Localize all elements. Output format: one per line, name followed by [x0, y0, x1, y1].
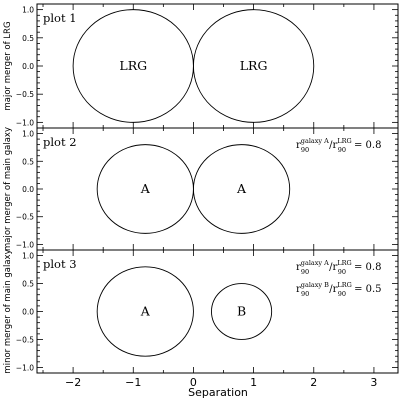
panel-title: plot 2 [43, 135, 77, 149]
y-axis-label: major merger of main galaxy [3, 127, 13, 251]
y-tick-label: 0.5 [22, 34, 34, 43]
y-axis-label: major merger of LRG [3, 21, 13, 110]
radius-ratio-annotation: rgalaxy A 90/rLRG 90 = 0.8 [296, 259, 381, 276]
galaxy-label: LRG [240, 58, 268, 73]
x-tick-label: 0 [190, 376, 197, 389]
x-tick-label: −2 [65, 376, 81, 389]
x-tick-label: 2 [310, 376, 317, 389]
y-tick-label: 0.0 [22, 62, 34, 71]
galaxy-label: B [237, 304, 246, 319]
y-tick-label: 1.0 [22, 6, 34, 15]
y-tick-label: 0.5 [22, 280, 34, 289]
y-tick-label: −0.5 [16, 335, 34, 344]
y-tick-label: 0.0 [22, 308, 34, 317]
galaxy-circle [211, 283, 273, 340]
y-axis-label: minor merger of main galaxy [3, 249, 13, 373]
panel-frame-1 [36, 3, 399, 129]
y-tick-label: 0.5 [22, 157, 34, 166]
galaxy-circle [192, 9, 315, 123]
radius-ratio-annotation: rgalaxy A 90/rLRG 90 = 0.8 [296, 137, 381, 154]
panel-title: plot 3 [43, 257, 77, 271]
y-tick-label: 1.0 [22, 252, 34, 261]
x-axis-label: Separation [188, 386, 248, 399]
x-tick-label: −1 [125, 376, 141, 389]
panel-title: plot 1 [43, 11, 77, 25]
y-tick-label: 0.0 [22, 185, 34, 194]
galaxy-label: A [236, 181, 247, 196]
galaxy-label: LRG [119, 58, 147, 73]
galaxy-circle [96, 266, 194, 357]
y-tick-label: 1.0 [22, 130, 34, 139]
y-tick-label: −1.0 [16, 363, 34, 372]
galaxy-label: A [140, 181, 151, 196]
y-tick-label: −0.5 [16, 90, 34, 99]
x-tick-label: 3 [370, 376, 377, 389]
galaxy-circle [192, 144, 291, 234]
y-tick-label: −0.5 [16, 213, 34, 222]
radius-ratio-annotation: rgalaxy B 90/rLRG 90 = 0.5 [296, 281, 382, 298]
y-tick-label: −1.0 [16, 240, 34, 249]
galaxy-label: A [140, 304, 151, 319]
y-tick-label: −1.0 [16, 118, 34, 127]
x-tick-label: 1 [250, 376, 257, 389]
